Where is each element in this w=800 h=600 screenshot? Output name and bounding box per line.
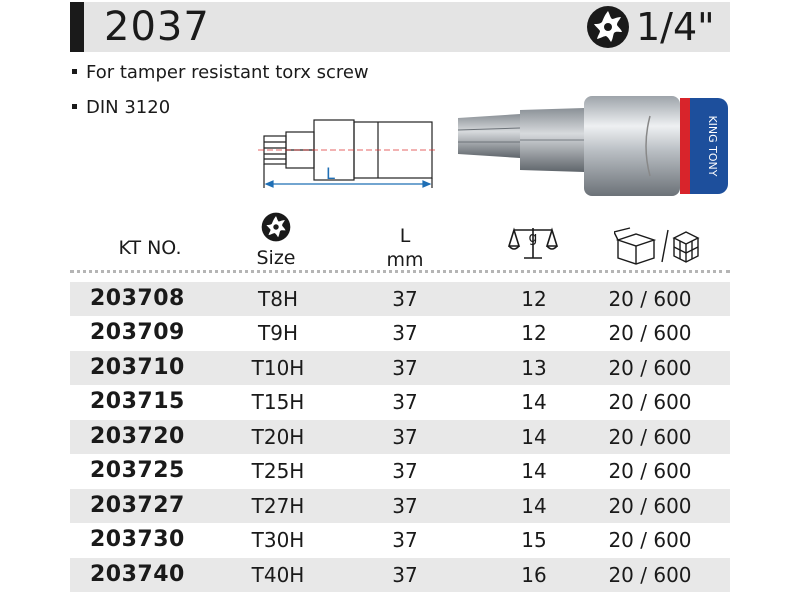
- size-cell: T9H: [258, 321, 298, 345]
- table-row: 203710 T10H 37 13 20 / 600: [70, 351, 730, 385]
- feature-text: For tamper resistant torx screw: [86, 62, 369, 83]
- size-cell: T15H: [251, 390, 305, 414]
- table-row: 203740 T40H 37 16 20 / 600: [70, 558, 730, 592]
- weight-cell: 12: [521, 287, 547, 311]
- size-cell: T27H: [251, 494, 305, 518]
- torx-size-icon: [261, 212, 291, 242]
- col-header-length-symbol: L: [399, 225, 411, 247]
- packing-cell: 20 / 600: [608, 356, 692, 380]
- length-cell: 37: [392, 528, 418, 552]
- packing-cell: 20 / 600: [608, 287, 692, 311]
- bullet-icon: [72, 68, 77, 74]
- socket-line-drawing: [258, 119, 438, 188]
- kt-no-cell: 203720: [90, 424, 185, 449]
- table-row: 203709 T9H 37 12 20 / 600: [70, 316, 730, 350]
- kt-no-cell: 203710: [90, 355, 185, 380]
- col-header-size: Size: [256, 247, 296, 269]
- packing-cell: 20 / 600: [608, 528, 692, 552]
- kt-no-cell: 203727: [90, 493, 185, 518]
- packing-cell: 20 / 600: [608, 563, 692, 587]
- table-row: 203720 T20H 37 14 20 / 600: [70, 420, 730, 454]
- table-row: 203727 T27H 37 14 20 / 600: [70, 489, 730, 523]
- brand-band-text: KING TONY: [706, 115, 719, 176]
- weight-unit-label: g: [528, 230, 538, 246]
- drive-size: 1/4": [636, 5, 715, 49]
- weight-cell: 13: [521, 356, 547, 380]
- weight-cell: 12: [521, 321, 547, 345]
- weight-cell: 16: [521, 563, 547, 587]
- kt-no-cell: 203709: [90, 320, 185, 345]
- feature-item: For tamper resistant torx screw: [72, 62, 369, 84]
- packing-cell: 20 / 600: [608, 425, 692, 449]
- size-cell: T20H: [251, 425, 305, 449]
- header-accent-bar: [70, 2, 84, 52]
- scale-weight-icon: [508, 227, 558, 259]
- weight-cell: 14: [521, 425, 547, 449]
- box-and-carton-icon: [614, 227, 700, 265]
- packing-cell: 20 / 600: [608, 321, 692, 345]
- packing-cell: 20 / 600: [608, 459, 692, 483]
- size-cell: T10H: [251, 356, 305, 380]
- table-row: 203715 T15H 37 14 20 / 600: [70, 385, 730, 419]
- length-cell: 37: [392, 390, 418, 414]
- weight-cell: 14: [521, 390, 547, 414]
- kt-no-cell: 203725: [90, 458, 185, 483]
- socket-product-photo: KING TONY: [457, 96, 728, 196]
- weight-cell: 15: [521, 528, 547, 552]
- bullet-icon: [72, 103, 77, 109]
- length-cell: 37: [392, 356, 418, 380]
- length-cell: 37: [392, 425, 418, 449]
- weight-cell: 14: [521, 494, 547, 518]
- length-cell: 37: [392, 459, 418, 483]
- packing-cell: 20 / 600: [608, 494, 692, 518]
- header-divider: [70, 270, 730, 273]
- col-header-length-unit: mm: [386, 249, 424, 271]
- length-cell: 37: [392, 321, 418, 345]
- size-cell: T40H: [251, 563, 305, 587]
- length-cell: 37: [392, 287, 418, 311]
- torx-drive-icon: [587, 6, 629, 48]
- product-number: 2037: [104, 4, 210, 50]
- size-cell: T8H: [258, 287, 298, 311]
- packing-cell: 20 / 600: [608, 390, 692, 414]
- table-row: 203730 T30H 37 15 20 / 600: [70, 523, 730, 557]
- table-row: 203725 T25H 37 14 20 / 600: [70, 454, 730, 488]
- dimension-label: L: [326, 164, 335, 183]
- size-cell: T30H: [251, 528, 305, 552]
- kt-no-cell: 203715: [90, 389, 185, 414]
- kt-no-cell: 203708: [90, 286, 185, 311]
- length-cell: 37: [392, 563, 418, 587]
- size-cell: T25H: [251, 459, 305, 483]
- feature-item: DIN 3120: [72, 97, 170, 119]
- feature-text: DIN 3120: [86, 97, 171, 118]
- col-header-kt-no: KT NO.: [118, 237, 182, 259]
- length-cell: 37: [392, 494, 418, 518]
- weight-cell: 14: [521, 459, 547, 483]
- table-row: 203708 T8H 37 12 20 / 600: [70, 282, 730, 316]
- kt-no-cell: 203740: [90, 562, 185, 587]
- kt-no-cell: 203730: [90, 527, 185, 552]
